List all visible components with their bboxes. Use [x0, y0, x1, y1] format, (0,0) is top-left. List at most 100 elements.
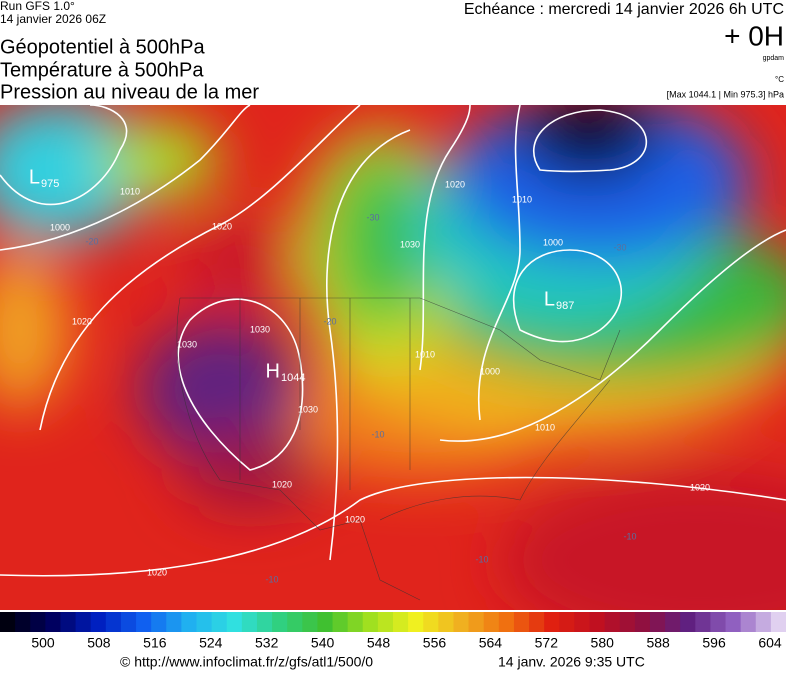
temperature-label: -10 [475, 554, 488, 564]
colorbar-swatch [423, 612, 439, 632]
isobar-label: 1020 [690, 482, 710, 492]
colorbar-swatch [226, 612, 243, 632]
render-time: 14 janv. 2026 9:35 UTC [498, 654, 645, 670]
colorbar-swatch [45, 612, 61, 632]
lead-time: + 0H [724, 20, 784, 51]
colorbar-swatch [725, 612, 742, 632]
isobar-label: 1000 [543, 237, 563, 247]
colorbar-swatch [196, 612, 213, 632]
colorbar-swatch [619, 612, 636, 632]
center-value: 987 [556, 300, 574, 312]
colorbar-swatch [755, 612, 772, 632]
colorbar-swatch [30, 612, 46, 632]
isobar-label: 1020 [72, 316, 92, 326]
borders [176, 297, 621, 601]
colorbar-swatch [166, 612, 182, 632]
isobars [0, 105, 786, 577]
colorbar-swatch [634, 612, 651, 632]
colorbar-swatch [513, 612, 530, 632]
colorbar-swatch [680, 612, 696, 632]
colorbar-swatch [438, 612, 454, 632]
isobar-label: 1030 [298, 404, 318, 414]
colorbar-swatch [710, 612, 727, 632]
colorbar-swatch [302, 612, 318, 632]
colorbar-swatch [498, 612, 515, 632]
isobar-label: 1010 [120, 186, 140, 196]
unit-temp: °C [775, 75, 784, 84]
colorbar-swatch [649, 612, 666, 632]
title-line: Géopotentiel à 500hPa [0, 36, 205, 58]
colorbar-swatch [453, 612, 470, 632]
colorbar-swatch [377, 612, 394, 632]
colorbar-tick-label: 532 [255, 635, 279, 651]
title-line: Température à 500hPa [0, 59, 204, 81]
isobar-label: 1030 [177, 339, 197, 349]
colorbar-swatch [408, 612, 424, 632]
isobar-label: 1030 [250, 324, 270, 334]
colorbar-swatch [332, 612, 349, 632]
colorbar-tick-label: 548 [367, 635, 391, 651]
colorbar-swatch [211, 612, 228, 632]
colorbar-swatch [544, 612, 560, 632]
center-letter: H [266, 360, 280, 382]
isobar-label: 1020 [445, 179, 465, 189]
colorbar-tick-label: 556 [423, 635, 447, 651]
isobar-label: 1000 [50, 222, 70, 232]
colorbar-swatch [393, 612, 409, 632]
colorbar-swatch [120, 612, 137, 632]
center-value: 1044 [281, 372, 305, 384]
colorbar-swatch [589, 612, 606, 632]
colorbar-tick-label: 580 [591, 635, 615, 651]
colorbar-swatch [105, 612, 122, 632]
colorbar-tick-label: 500 [31, 635, 55, 651]
colorbar-tick-label: 524 [199, 635, 223, 651]
colorbar-swatch [574, 612, 590, 632]
pressure-range: [Max 1044.1 | Min 975.3] hPa [667, 89, 784, 99]
colorbar-swatch [695, 612, 711, 632]
temperature-label: -10 [371, 429, 384, 439]
isobar-label: 1020 [147, 567, 167, 577]
run-date: 14 janvier 2026 06Z [0, 12, 106, 26]
colorbar-swatch [468, 612, 485, 632]
isobar-label: 1010 [535, 422, 555, 432]
colorbar-swatch [15, 612, 31, 632]
colorbar-swatch [740, 612, 757, 632]
colorbar-swatch [60, 612, 77, 632]
colorbar-swatch [604, 612, 621, 632]
colorbar-tick-label: 508 [87, 635, 111, 651]
colorbar-swatch [559, 612, 575, 632]
colorbar-swatch [256, 612, 273, 632]
colorbar-tick-label: 604 [758, 635, 782, 651]
center-letter: L [544, 288, 555, 310]
isobar-label: 1010 [415, 349, 435, 359]
colorbar-swatch [287, 612, 303, 632]
isobar-label: 1020 [212, 221, 232, 231]
temperature-label: -10 [265, 574, 278, 584]
temperature-label: -20 [85, 236, 98, 246]
colorbar-swatch [529, 612, 545, 632]
title-line: Pression au niveau de la mer [0, 81, 259, 103]
colorbar-swatch [181, 612, 197, 632]
colorbar-swatch [770, 612, 786, 632]
colorbar-tick-label: 564 [479, 635, 503, 651]
colorbar-swatch [0, 612, 16, 632]
forecast-time: Echéance : mercredi 14 janvier 2026 6h U… [464, 1, 784, 18]
colorbar-swatch [272, 612, 288, 632]
colorbar-tick-label: 596 [702, 635, 726, 651]
colorbar-swatch [90, 612, 107, 632]
colorbar-swatch [75, 612, 92, 632]
source-url: © http://www.infoclimat.fr/z/gfs/atl1/50… [120, 654, 373, 670]
colorbar-swatch [362, 612, 379, 632]
colorbar-tick-label: 540 [311, 635, 335, 651]
colorbar-tick-label: 572 [535, 635, 559, 651]
isobar-label: 1030 [400, 239, 420, 249]
temperature-label: -30 [613, 242, 626, 252]
temperature-label: -30 [366, 212, 379, 222]
isobar-label: 1020 [272, 479, 292, 489]
colorbar-tick-label: 516 [143, 635, 167, 651]
colorbar-swatch [136, 612, 152, 632]
colorbar-swatch [241, 612, 258, 632]
unit-gpdam: gpdam [763, 55, 785, 62]
run-label: Run GFS 1.0° [0, 0, 75, 13]
